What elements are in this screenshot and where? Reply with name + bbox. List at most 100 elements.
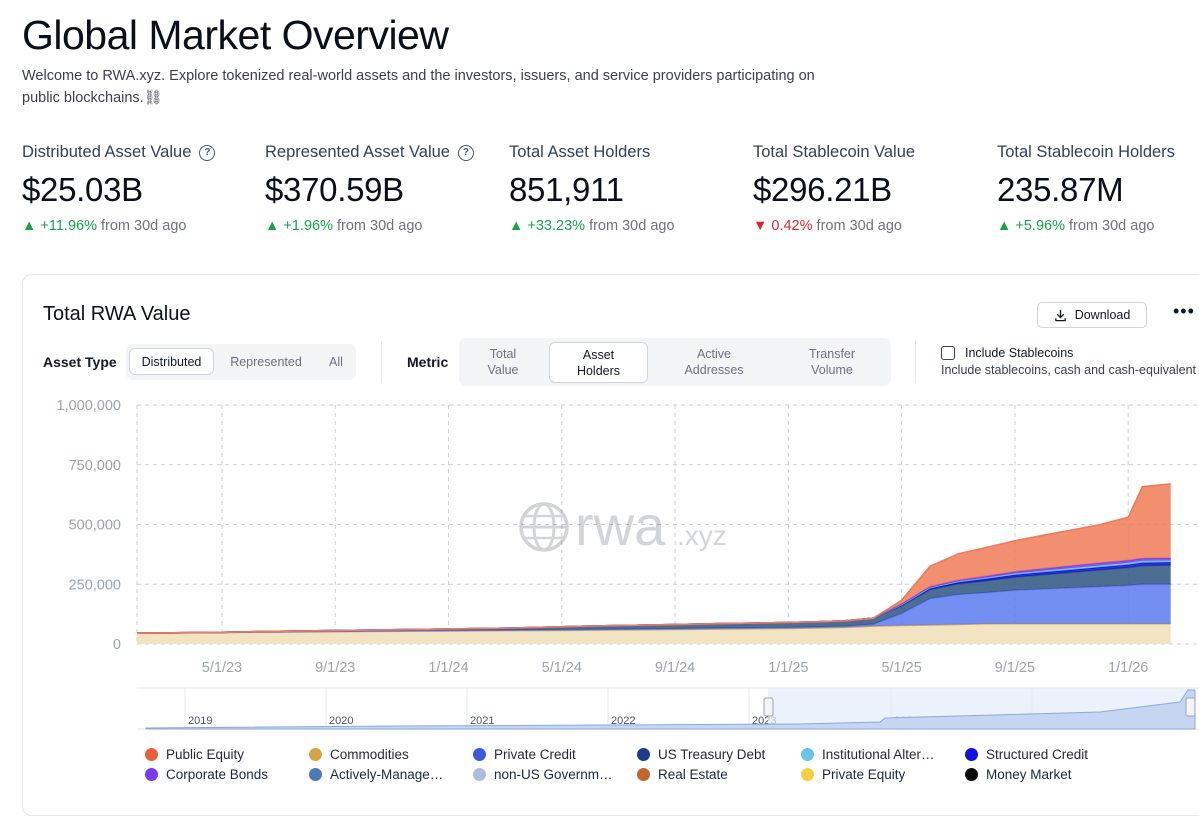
metric-value: 235.87M bbox=[997, 171, 1124, 208]
x-tick-label: 9/1/25 bbox=[995, 660, 1035, 676]
legend-item[interactable]: Actively-Manage… bbox=[309, 767, 443, 782]
metric-label-text: Total Asset Holders bbox=[509, 143, 651, 161]
metric-card: Total Stablecoin Holders 235.87M ▲ +5.96% … bbox=[997, 143, 1175, 234]
legend-label: non-US Governm… bbox=[494, 767, 613, 782]
watermark-text: rwa bbox=[575, 494, 666, 557]
metric-card: Represented Asset Value? $370.59B ▲ +1.96%… bbox=[265, 143, 474, 234]
x-tick-label: 1/1/26 bbox=[1108, 660, 1148, 676]
metric-change: ▲ +33.23% from 30d ago bbox=[509, 218, 675, 234]
metric-value: $25.03B bbox=[22, 171, 143, 208]
metric-change-value: +1.96% bbox=[283, 218, 333, 234]
include-stablecoins-label[interactable]: Include Stablecoins bbox=[965, 346, 1074, 360]
metric-change: ▼ 0.42% from 30d ago bbox=[753, 218, 915, 234]
legend-swatch bbox=[637, 748, 650, 761]
metric-label-text: Total Stablecoin Holders bbox=[997, 143, 1175, 161]
metric-change-value: +5.96% bbox=[1015, 218, 1065, 234]
metric-card: Distributed Asset Value? $25.03B ▲ +11.96%… bbox=[22, 143, 216, 234]
arrow-up-icon: ▲ bbox=[997, 218, 1012, 234]
metric-change-period: from 30d ago bbox=[589, 218, 675, 234]
metric-value: $370.59B bbox=[265, 171, 404, 208]
globe-icon bbox=[519, 502, 569, 552]
metric-label-text: Distributed Asset Value bbox=[22, 143, 192, 161]
metric-change-value: +33.23% bbox=[527, 218, 586, 234]
metric-value: 851,911 bbox=[509, 171, 624, 208]
metric-label: Represented Asset Value? bbox=[265, 143, 474, 162]
metric-label-text: Total Stablecoin Value bbox=[753, 143, 916, 161]
y-tick-label: 750,000 bbox=[69, 458, 121, 474]
download-label: Download bbox=[1074, 308, 1131, 322]
legend-item[interactable]: non-US Governm… bbox=[473, 767, 613, 782]
include-stablecoins-description: Include stablecoins, cash and cash-equiv… bbox=[941, 363, 1197, 377]
metric-change: ▲ +1.96% from 30d ago bbox=[265, 218, 474, 234]
legend-item[interactable]: Private Equity bbox=[801, 767, 905, 782]
more-horizontal-icon[interactable]: ••• bbox=[1173, 301, 1195, 321]
rwa-area-chart[interactable]: 1,000,000 750,000 500,000 250,000 0 5/1/23 9/1… bbox=[0, 0, 1199, 792]
metric-label: Total Asset Holders bbox=[509, 143, 675, 162]
legend-item[interactable]: Public Equity bbox=[145, 747, 244, 762]
help-icon[interactable]: ? bbox=[457, 144, 474, 161]
x-tick-label: 9/1/24 bbox=[655, 660, 695, 676]
area-public-equity-line bbox=[136, 483, 1171, 634]
legend-label: Structured Credit bbox=[986, 747, 1089, 762]
metric-card: Total Asset Holders 851,911 ▲ +33.23% from… bbox=[509, 143, 675, 234]
metric-option-total-value[interactable]: Total Value bbox=[487, 347, 519, 377]
metric-option-active-addresses[interactable]: Active Addresses bbox=[684, 347, 744, 377]
asset-type-option-represented[interactable]: Represented bbox=[230, 354, 302, 369]
metric-option-asset-holders[interactable]: Asset Holders bbox=[549, 342, 648, 383]
asset-type-option-all[interactable]: All bbox=[329, 354, 343, 369]
watermark-suffix: .xyz bbox=[677, 520, 727, 551]
navigator-handle-left[interactable] bbox=[763, 697, 774, 717]
navigator-year-label: 2022 bbox=[611, 715, 635, 727]
metric-option-transfer-volume[interactable]: Transfer Volume bbox=[808, 347, 856, 377]
legend-item[interactable]: Commodities bbox=[309, 747, 409, 762]
navigator-handle-right[interactable] bbox=[1185, 697, 1196, 717]
metric-change-period: from 30d ago bbox=[101, 218, 187, 234]
area-public-equity[interactable] bbox=[137, 483, 1171, 634]
arrow-down-icon: ▼ bbox=[753, 218, 768, 234]
arrow-up-icon: ▲ bbox=[265, 218, 280, 234]
navigator-year-label: 2019 bbox=[188, 715, 212, 727]
metric-change-period: from 30d ago bbox=[1069, 218, 1155, 234]
asset-type-label: Asset Type bbox=[43, 354, 117, 370]
help-icon[interactable]: ? bbox=[199, 144, 216, 161]
controls-divider bbox=[381, 341, 382, 383]
y-tick-label: 0 bbox=[113, 637, 121, 653]
legend-item[interactable]: Corporate Bonds bbox=[145, 767, 268, 782]
legend-item[interactable]: Real Estate bbox=[637, 767, 728, 782]
metric-label-text: Represented Asset Value bbox=[265, 143, 450, 161]
legend-item[interactable]: Money Market bbox=[965, 767, 1072, 782]
legend-label: Actively-Manage… bbox=[330, 767, 444, 782]
metric-change: ▲ +11.96% from 30d ago bbox=[22, 218, 215, 234]
legend-swatch bbox=[637, 768, 650, 781]
legend-swatch bbox=[473, 748, 486, 761]
legend-label: Private Equity bbox=[822, 767, 906, 782]
legend-item[interactable]: Private Credit bbox=[473, 747, 576, 762]
metric-label: Distributed Asset Value? bbox=[22, 143, 216, 162]
controls-divider-2 bbox=[915, 341, 916, 383]
include-stablecoins-checkbox[interactable] bbox=[941, 346, 955, 360]
metric-label: Metric bbox=[407, 354, 449, 370]
arrow-up-icon: ▲ bbox=[22, 218, 37, 234]
legend-item[interactable]: Structured Credit bbox=[965, 747, 1088, 762]
asset-type-option-distributed[interactable]: Distributed bbox=[129, 348, 214, 375]
watermark: rwa .xyz bbox=[519, 494, 727, 557]
metric-label: Total Stablecoin Holders bbox=[997, 143, 1175, 162]
navigator-year-label: 2021 bbox=[470, 715, 494, 727]
legend-item[interactable]: Institutional Alter… bbox=[801, 747, 935, 762]
area-commodities[interactable] bbox=[137, 623, 1171, 644]
y-tick-label: 1,000,000 bbox=[56, 398, 121, 414]
legend-label: US Treasury Debt bbox=[658, 747, 766, 762]
download-button[interactable]: Download bbox=[1037, 302, 1147, 328]
metric-value: $296.21B bbox=[753, 171, 892, 208]
legend-swatch bbox=[309, 768, 322, 781]
area-private-credit[interactable] bbox=[137, 584, 1171, 634]
legend-item[interactable]: US Treasury Debt bbox=[637, 747, 765, 762]
asset-type-segmented-control: Distributed Represented All bbox=[126, 344, 356, 380]
download-icon bbox=[1054, 309, 1066, 321]
navigator-area bbox=[145, 689, 1196, 730]
x-tick-label: 5/1/24 bbox=[542, 660, 582, 676]
card-title: Total RWA Value bbox=[43, 303, 191, 325]
metric-change: ▲ +5.96% from 30d ago bbox=[997, 218, 1175, 234]
legend-label: Public Equity bbox=[166, 747, 245, 762]
arrow-up-icon: ▲ bbox=[509, 218, 524, 234]
